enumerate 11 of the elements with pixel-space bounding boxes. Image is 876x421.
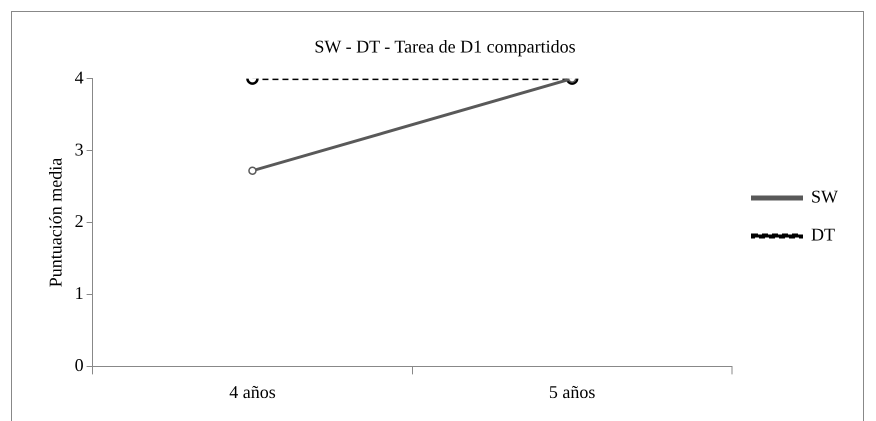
y-tick-label: 3 — [74, 139, 84, 160]
y-tick-label: 1 — [74, 283, 84, 304]
y-tick-label: 0 — [74, 355, 84, 376]
chart-title: SW - DT - Tarea de D1 compartidos — [314, 36, 576, 57]
y-axis-title: Puntuación media — [46, 158, 66, 288]
legend-label: SW — [811, 186, 838, 207]
x-tick-label: 4 años — [229, 382, 276, 402]
y-tick-label: 4 — [74, 67, 84, 88]
legend-label: DT — [811, 224, 835, 245]
x-tick-label: 5 años — [548, 382, 596, 402]
y-tick-label: 2 — [74, 211, 84, 232]
